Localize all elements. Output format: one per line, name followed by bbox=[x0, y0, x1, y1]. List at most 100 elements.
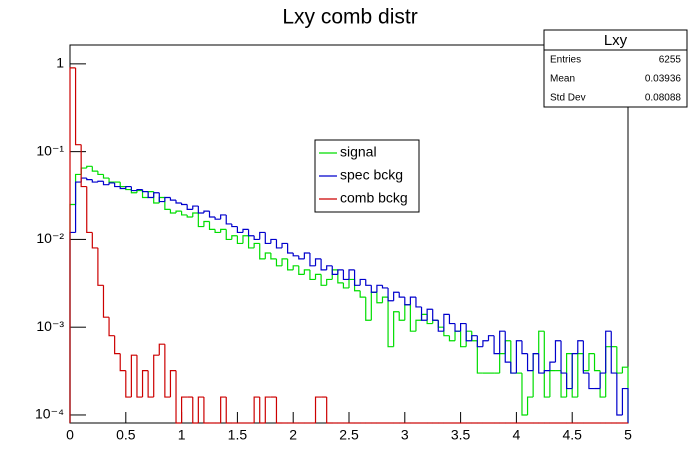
histogram-bin bbox=[526, 353, 534, 372]
histogram-bin bbox=[197, 212, 204, 228]
histogram-bin bbox=[532, 353, 539, 371]
y-tick-label: 1 bbox=[56, 55, 64, 71]
x-tick-label: 1 bbox=[178, 427, 186, 443]
histogram-bin bbox=[616, 373, 623, 416]
histogram-bin bbox=[381, 296, 389, 303]
stats-value: 6255 bbox=[659, 55, 682, 66]
histogram-bin bbox=[147, 191, 154, 199]
x-tick-label: 2.5 bbox=[339, 427, 359, 443]
stats-label: Entries bbox=[550, 55, 581, 66]
histogram-bin bbox=[281, 242, 288, 248]
histogram-bin bbox=[560, 340, 567, 374]
histogram-bin bbox=[97, 171, 104, 176]
histogram-bin bbox=[141, 190, 149, 199]
histogram-bin bbox=[543, 370, 550, 374]
histogram-bin bbox=[192, 205, 199, 210]
x-tick-label: 3.5 bbox=[451, 427, 471, 443]
histogram-bin bbox=[247, 235, 255, 249]
y-tick-label: 10⁻³ bbox=[36, 318, 64, 334]
histogram-bin bbox=[102, 174, 110, 179]
histogram-bin bbox=[331, 265, 338, 275]
y-tick-label: 10⁻⁴ bbox=[35, 406, 64, 422]
x-tick-label: 4 bbox=[513, 427, 521, 443]
histogram-bin bbox=[448, 335, 456, 342]
histogram-bin bbox=[108, 317, 115, 337]
histogram-bin bbox=[119, 186, 126, 190]
histogram-bin bbox=[125, 370, 132, 398]
histogram-bin bbox=[203, 210, 210, 213]
histogram-bin bbox=[242, 228, 249, 233]
histogram-bin bbox=[549, 361, 556, 371]
histogram-bin bbox=[465, 323, 472, 342]
histogram-bin bbox=[538, 353, 545, 374]
histogram-bin bbox=[264, 396, 271, 423]
histogram-bin bbox=[130, 186, 137, 192]
histogram-bin bbox=[342, 282, 349, 289]
histogram-bin bbox=[136, 355, 143, 398]
histogram-bin bbox=[158, 343, 165, 356]
histogram-bin bbox=[409, 304, 416, 332]
histogram-bin bbox=[141, 189, 149, 193]
legend-label: comb bckg bbox=[340, 190, 408, 206]
histogram-bin bbox=[593, 353, 601, 372]
histogram-bin bbox=[108, 182, 115, 185]
histogram-bin bbox=[259, 243, 266, 260]
histogram-bin bbox=[376, 292, 383, 304]
histogram-bin bbox=[275, 258, 283, 267]
stats-value: 0.08088 bbox=[645, 93, 682, 104]
histogram-bin bbox=[460, 331, 467, 348]
histogram-bin bbox=[281, 258, 288, 266]
histogram-bin bbox=[175, 200, 182, 204]
histogram-bin bbox=[426, 308, 433, 321]
histogram-bin bbox=[231, 235, 238, 240]
histogram-bin bbox=[220, 228, 227, 233]
histogram-bin bbox=[588, 353, 595, 371]
histogram-bin bbox=[186, 204, 193, 210]
histogram-bin bbox=[236, 235, 243, 245]
histogram-bin bbox=[454, 323, 461, 332]
histogram-bin bbox=[342, 269, 349, 281]
x-tick-label: 5 bbox=[624, 427, 632, 443]
histogram-bin bbox=[415, 319, 422, 332]
histogram-bin bbox=[169, 370, 177, 398]
histogram-bin bbox=[398, 292, 405, 298]
histogram-bin bbox=[203, 220, 210, 227]
histogram-bin bbox=[398, 311, 405, 321]
histogram-bin bbox=[309, 269, 316, 281]
stats-value: 0.03936 bbox=[645, 74, 682, 85]
histogram-bin bbox=[437, 320, 444, 332]
histogram-bin bbox=[292, 253, 299, 257]
histogram-bin bbox=[214, 217, 221, 220]
histogram-bin bbox=[499, 330, 506, 354]
histogram-bin bbox=[521, 340, 528, 355]
histogram-bin bbox=[515, 340, 522, 374]
histogram-bin bbox=[114, 182, 121, 188]
histogram-bin bbox=[270, 238, 277, 244]
histogram-bin bbox=[543, 331, 550, 398]
x-tick-label: 2 bbox=[289, 427, 297, 443]
histogram-bin bbox=[264, 232, 271, 245]
histogram-bin bbox=[141, 370, 149, 398]
histogram-bin bbox=[309, 253, 316, 267]
histogram-bin bbox=[208, 221, 216, 231]
histogram-bin bbox=[393, 291, 400, 301]
histogram-bin bbox=[387, 297, 394, 348]
histogram-bin bbox=[169, 197, 177, 201]
histogram-bin bbox=[102, 285, 110, 318]
histogram-bin bbox=[359, 290, 366, 298]
histogram-bin bbox=[192, 397, 199, 424]
histogram-bin bbox=[125, 185, 132, 189]
histogram-bin bbox=[225, 397, 232, 424]
histogram-bin bbox=[381, 285, 389, 289]
histogram-bin bbox=[621, 387, 629, 423]
histogram-bin bbox=[164, 344, 171, 398]
histogram-bin bbox=[242, 235, 249, 244]
histogram-bin bbox=[409, 296, 416, 305]
histogram-bin bbox=[86, 165, 93, 169]
x-tick-label: 0.5 bbox=[116, 427, 136, 443]
histogram-bin bbox=[253, 396, 260, 423]
stats-title: Lxy bbox=[604, 32, 628, 49]
histogram-bin bbox=[393, 311, 400, 347]
y-tick-label: 10⁻² bbox=[36, 230, 64, 246]
histogram-bin bbox=[91, 232, 98, 249]
